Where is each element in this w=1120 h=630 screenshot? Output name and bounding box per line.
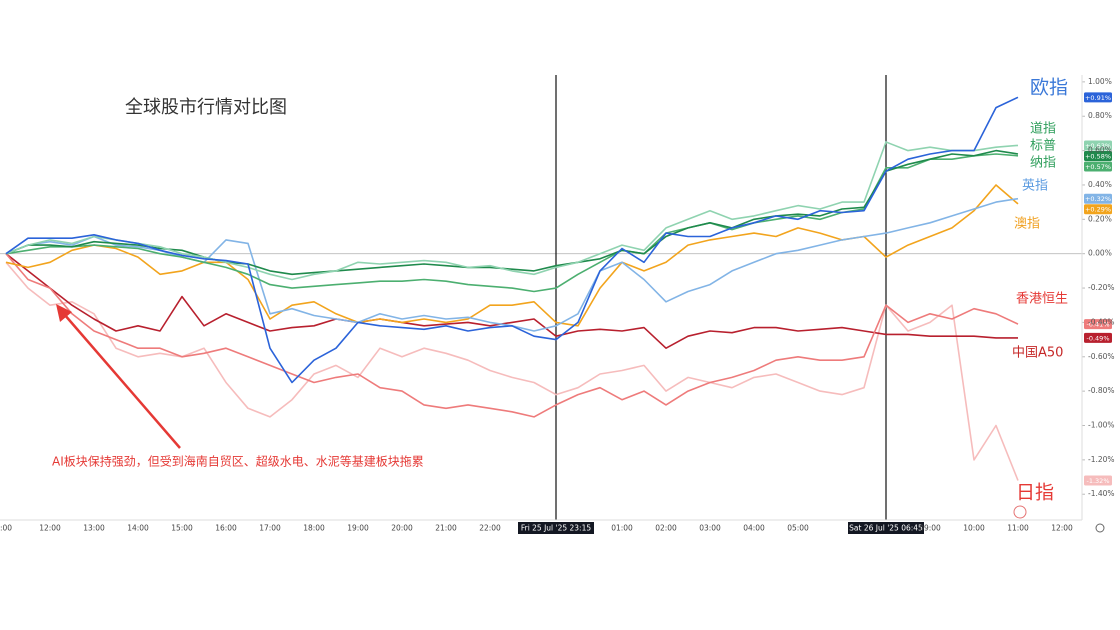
y-tick-label: -1.40% bbox=[1088, 489, 1115, 498]
series-label: 香港恒生 bbox=[1016, 292, 1068, 307]
y-tick-label: 0.20% bbox=[1088, 214, 1112, 223]
y-tick-label: 1.00% bbox=[1088, 77, 1112, 86]
series-line bbox=[5, 253, 1019, 418]
chart-title: 全球股市行情对比图 bbox=[125, 97, 287, 118]
series-line bbox=[5, 253, 1018, 349]
series-label: 澳指 bbox=[1014, 216, 1040, 232]
series-label: 英指 bbox=[1022, 179, 1048, 194]
last-value-tag bbox=[1084, 193, 1112, 204]
y-tick-label: -1.00% bbox=[1088, 421, 1115, 430]
x-tick-label: 15:00 bbox=[171, 524, 193, 533]
x-tick-label: 02:00 bbox=[655, 524, 677, 533]
x-label-bg bbox=[848, 522, 924, 534]
series-label: 纳指 bbox=[1030, 156, 1056, 171]
last-value-tag bbox=[1084, 161, 1112, 172]
x-tick-label: 09:00 bbox=[919, 524, 941, 533]
x-tick-label: 11:00 bbox=[1007, 524, 1029, 533]
x-tick-label: 22:00 bbox=[479, 524, 501, 533]
alert-icon[interactable] bbox=[1013, 505, 1027, 519]
last-value-tag bbox=[1084, 332, 1112, 343]
last-value-tag bbox=[1084, 319, 1112, 330]
series-line bbox=[5, 261, 1019, 481]
y-tick-label: 0.60% bbox=[1088, 146, 1112, 155]
x-tick-label: 04:00 bbox=[743, 524, 765, 533]
x-label-bg bbox=[518, 522, 594, 534]
last-value-tag bbox=[1084, 150, 1112, 161]
series-label: 日指 bbox=[1016, 482, 1054, 504]
x-tick-label: 01:00 bbox=[611, 524, 633, 533]
last-value-tag bbox=[1084, 204, 1112, 215]
last-value-label: +0.57% bbox=[1085, 163, 1111, 171]
last-value-label: -1.32% bbox=[1087, 477, 1110, 485]
last-value-tag bbox=[1084, 140, 1112, 151]
last-value-label: +0.63% bbox=[1085, 142, 1111, 150]
last-value-label: +0.32% bbox=[1085, 195, 1111, 203]
series-line bbox=[5, 96, 1019, 384]
y-tick-label: -0.80% bbox=[1088, 386, 1115, 395]
x-tick-label: 14:00 bbox=[127, 524, 149, 533]
x-tick-label: 21:00 bbox=[435, 524, 457, 533]
series-label: 中国A50 bbox=[1012, 346, 1063, 361]
y-tick-label: 0.40% bbox=[1088, 180, 1112, 189]
series-label: 欧指 bbox=[1030, 77, 1068, 99]
last-value-tag bbox=[1084, 475, 1112, 486]
x-tick-label: 17:00 bbox=[259, 524, 281, 533]
last-value-label: +0.29% bbox=[1085, 206, 1111, 214]
annotation-arrow bbox=[63, 313, 181, 449]
arrow-head bbox=[56, 304, 72, 322]
last-value-label: -0.49% bbox=[1087, 334, 1110, 342]
settings-icon[interactable] bbox=[1095, 523, 1105, 533]
x-tick-label: Fri 25 Jul '25 23:15 bbox=[521, 524, 592, 533]
y-tick-label: -0.40% bbox=[1088, 317, 1115, 326]
last-value-label: -0.41% bbox=[1087, 321, 1110, 329]
x-tick-label: 18:00 bbox=[303, 524, 325, 533]
series-line bbox=[5, 141, 1019, 281]
x-tick-label: 20:00 bbox=[391, 524, 413, 533]
y-tick-label: 0.00% bbox=[1088, 249, 1112, 258]
x-tick-label: 19:00 bbox=[347, 524, 369, 533]
last-value-tag bbox=[1084, 92, 1112, 103]
x-tick-label: 13:00 bbox=[83, 524, 105, 533]
x-tick-label: 03:00 bbox=[699, 524, 721, 533]
x-tick-label: 10:00 bbox=[963, 524, 985, 533]
last-value-label: +0.91% bbox=[1085, 94, 1111, 102]
series-label: 道指 bbox=[1030, 122, 1056, 137]
y-tick-label: -0.60% bbox=[1088, 352, 1115, 361]
series-label: 标普 bbox=[1030, 139, 1056, 154]
x-tick-label: 05:00 bbox=[787, 524, 809, 533]
x-tick-label: Sat 26 Jul '25 06:45 bbox=[849, 524, 923, 533]
y-tick-label: 0.80% bbox=[1088, 111, 1112, 120]
x-tick-label: 16:00 bbox=[215, 524, 237, 533]
y-tick-label: -0.20% bbox=[1088, 283, 1115, 292]
y-tick-label: -1.20% bbox=[1088, 455, 1115, 464]
series-line bbox=[5, 197, 1019, 332]
last-value-label: +0.58% bbox=[1085, 152, 1111, 160]
x-tick-label: :00 bbox=[0, 524, 12, 533]
x-tick-label: 12:00 bbox=[39, 524, 61, 533]
annotation: AI板块保持强劲，但受到海南自贸区、超级水电、水泥等基建板块拖累 bbox=[52, 454, 424, 469]
x-tick-label: 12:00 bbox=[1051, 524, 1073, 533]
series-line bbox=[5, 149, 1019, 276]
